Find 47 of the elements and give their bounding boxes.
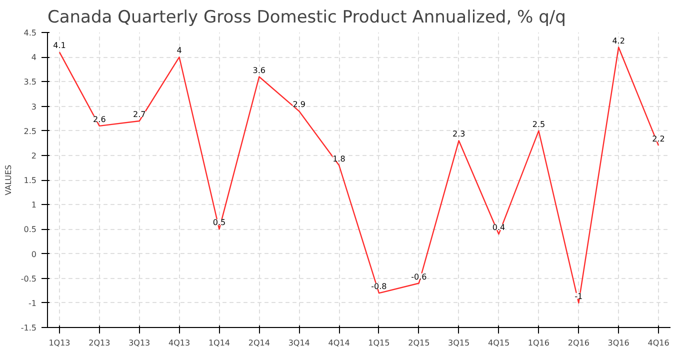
y-tick-label: 2.5 xyxy=(24,126,37,136)
data-label: 2.6 xyxy=(93,114,106,124)
data-label: 2.2 xyxy=(652,134,665,144)
y-axis-title: VALUES xyxy=(4,164,13,196)
data-label: -0.8 xyxy=(371,282,387,292)
y-tick-label: 3 xyxy=(31,102,37,112)
data-label: 0.4 xyxy=(492,223,506,232)
x-tick-label: 3Q14 xyxy=(288,338,310,348)
data-label: 4.2 xyxy=(612,36,625,46)
y-tick-label: 1.5 xyxy=(24,176,37,185)
y-tick-label: 0.5 xyxy=(24,225,37,234)
y-tick-label: 3.5 xyxy=(24,78,37,87)
x-tick-label: 1Q14 xyxy=(208,338,230,348)
y-tick-label: 0 xyxy=(31,250,37,259)
y-tick-label: 1 xyxy=(31,200,37,210)
x-tick-label: 4Q15 xyxy=(488,338,510,348)
x-tick-label: 4Q16 xyxy=(648,338,670,348)
data-label: 0.5 xyxy=(212,218,226,228)
y-tick-label: -1 xyxy=(28,298,37,308)
x-tick-label: 2Q14 xyxy=(248,338,270,348)
x-tick-label: 1Q16 xyxy=(528,338,550,348)
data-label: -0.6 xyxy=(411,272,427,282)
y-tick-label: -1.5 xyxy=(20,324,36,332)
x-tick-label: 1Q13 xyxy=(48,338,70,348)
y-tick-label: -0.5 xyxy=(20,274,36,284)
y-tick-label: 4.5 xyxy=(24,28,37,38)
x-tick-label: 1Q15 xyxy=(368,338,390,348)
y-tick-label: 4 xyxy=(31,53,37,62)
x-tick-label: 3Q15 xyxy=(448,338,470,348)
data-label: 4 xyxy=(176,46,182,56)
x-tick-label: 4Q14 xyxy=(328,338,350,348)
y-tick-label: 2 xyxy=(31,151,37,160)
data-label: 2.7 xyxy=(132,110,146,119)
x-tick-label: 4Q13 xyxy=(168,338,190,348)
chart-title: Canada Quarterly Gross Domestic Product Annualized, % q/q xyxy=(48,8,566,28)
data-label: 2.9 xyxy=(292,100,306,110)
x-tick-label: 2Q15 xyxy=(408,338,430,348)
x-tick-label: 2Q13 xyxy=(88,338,110,348)
data-label: 2.5 xyxy=(532,120,546,129)
data-label: 3.6 xyxy=(252,66,266,75)
data-label: 1.8 xyxy=(332,154,346,164)
x-tick-label: 3Q16 xyxy=(608,338,630,348)
x-tick-label: 2Q16 xyxy=(568,338,590,348)
x-tick-label: 3Q13 xyxy=(128,338,150,348)
data-label: -1 xyxy=(574,292,583,301)
data-label: 4.1 xyxy=(53,41,66,50)
data-label: 2.3 xyxy=(452,130,466,139)
